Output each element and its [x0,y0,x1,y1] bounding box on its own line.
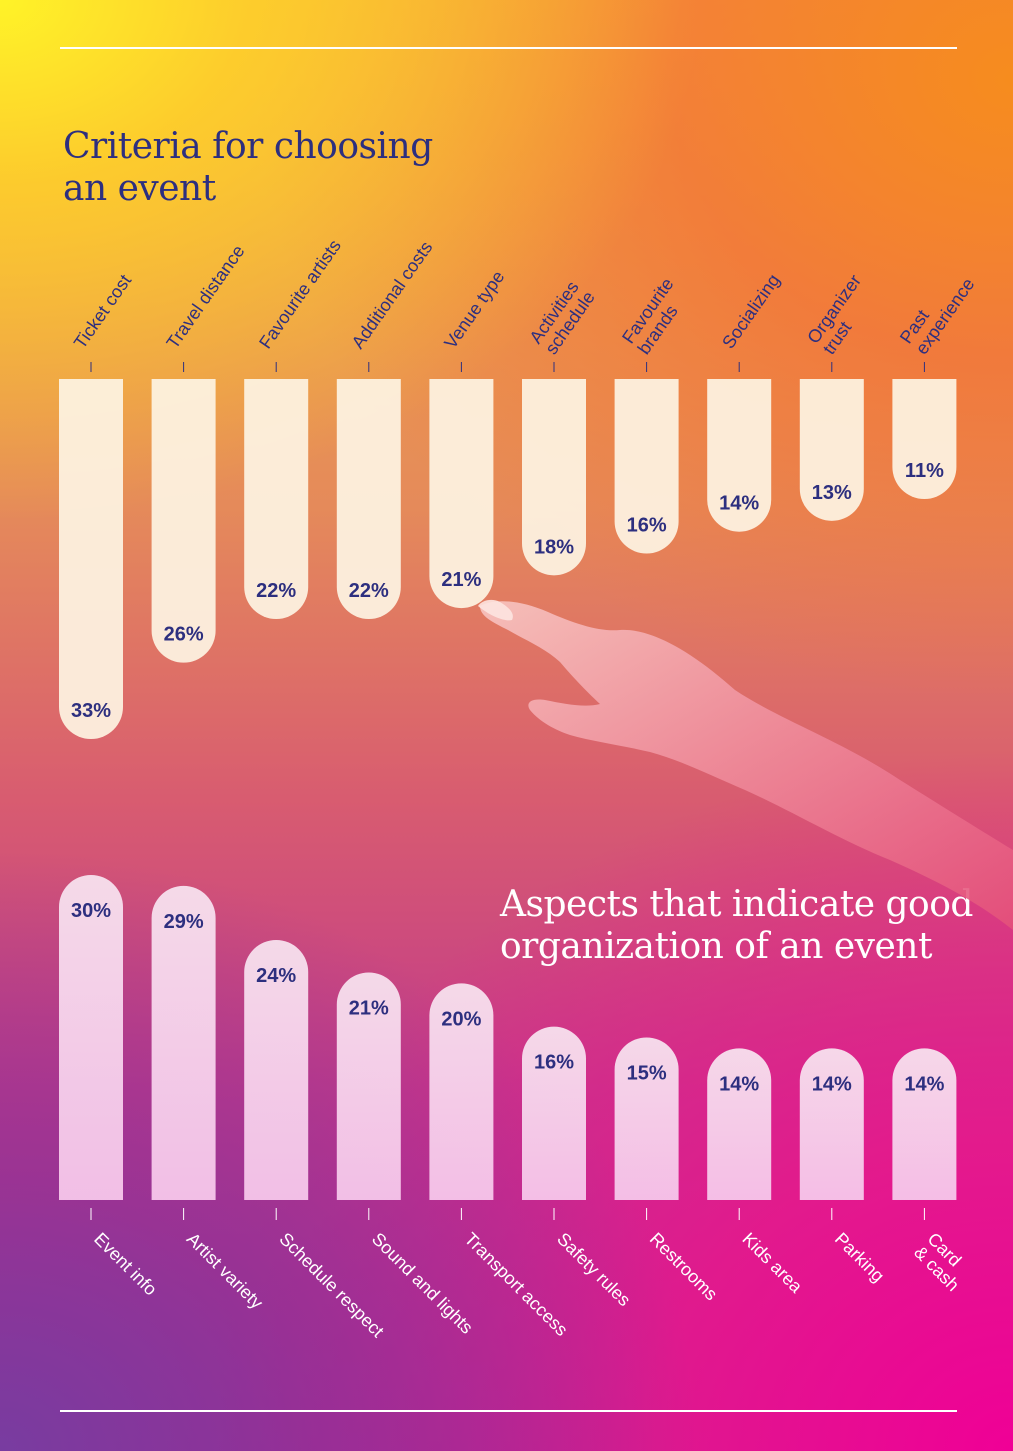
title-line: organization of an event [500,926,932,967]
aspects-bar [707,1048,772,1200]
aspects-bar [336,972,401,1200]
criteria-bar-value: 18% [534,536,574,558]
pointing-hand-illustration [478,599,1013,930]
aspects-bar-value: 14% [904,1073,944,1095]
aspects-bar-value: 21% [349,998,389,1020]
category-label-line: Ticket cost [70,271,135,352]
criteria-bar [614,379,679,554]
criteria-bar [707,379,772,532]
criteria-bar-value: 33% [71,700,111,722]
category-label-line: Socializing [718,270,784,352]
aspects-bar-value: 14% [719,1073,759,1095]
aspects-bar-value: 15% [627,1063,667,1085]
criteria-bar [336,379,401,619]
aspects-bar [244,940,309,1200]
category-label-line: Transport access [461,1229,572,1340]
criteria-bar-value: 11% [905,460,944,482]
criteria-bar-value: 14% [719,493,759,515]
aspects-bar [892,1048,957,1200]
aspects-bar [799,1048,864,1200]
category-label-line: Travel distance [162,241,248,352]
category-label-line: Additional costs [348,238,437,353]
aspects-bar [59,875,123,1200]
aspects-category-label: Artist variety [183,1229,267,1313]
criteria-category-label: Ticket cost [70,271,135,352]
aspects-bar [614,1037,679,1200]
criteria-bar [59,379,123,739]
criteria-bar [151,379,216,663]
aspects-bar [522,1026,586,1200]
criteria-category-label: Additional costs [348,238,437,353]
aspects-bar-value: 24% [256,965,296,987]
criteria-bar-value: 22% [349,580,389,602]
aspects-bar-value: 14% [812,1073,852,1095]
aspects-bar [429,983,494,1200]
criteria-category-label: Socializing [718,270,784,352]
aspects-bar-value: 20% [441,1008,481,1030]
aspects-category-label: Sound and lights [368,1229,477,1338]
top-divider [60,47,957,49]
category-label-line: Restrooms [646,1229,722,1305]
aspects-bar-value: 30% [71,900,111,922]
criteria-bar-value: 26% [164,624,204,646]
criteria-bar [892,379,957,499]
aspects-category-label: Event info [90,1229,161,1300]
criteria-chart: 33% Ticket cost 26% Travel distance 22% Favou… [59,236,978,739]
category-label-line: Artist variety [183,1229,267,1313]
criteria-category-label: Favouritebrands [618,274,693,358]
criteria-category-label: Pastexperience [896,264,978,359]
criteria-category-label: Organizertrust [803,271,880,358]
aspects-category-label: Transport access [461,1229,572,1340]
criteria-bar [429,379,494,609]
aspects-bar [151,885,216,1200]
aspects-category-label: Parking [831,1229,888,1286]
criteria-bar [799,379,864,521]
title-line: Aspects that indicate good [500,884,973,925]
aspects-bar-value: 16% [534,1052,574,1074]
criteria-bar-value: 16% [627,515,667,537]
category-label-line: Safety rules [553,1229,634,1310]
category-label-line: Venue type [440,267,508,352]
criteria-category-label: Favourite artists [255,236,345,352]
chart-title-aspects: Aspects that indicate good organization … [500,884,973,968]
category-label-line: Kids area [738,1229,807,1298]
criteria-bar-value: 21% [441,569,481,591]
bottom-divider [60,1410,957,1412]
category-label-line: Sound and lights [368,1229,477,1338]
category-label-line: Event info [90,1229,161,1300]
criteria-bar [244,379,309,619]
criteria-bar-value: 13% [812,482,852,504]
aspects-category-label: Kids area [738,1229,807,1298]
criteria-bar [522,379,586,576]
criteria-category-label: Activitiesschedule [526,277,599,358]
aspects-category-label: Restrooms [646,1229,722,1305]
criteria-bar-value: 22% [256,580,296,602]
title-line: an event [63,168,216,209]
criteria-category-label: Venue type [440,267,508,352]
aspects-category-label: Card& cash [910,1229,976,1295]
category-label-line: Parking [831,1229,888,1286]
category-label-line: Favourite artists [255,236,345,352]
aspects-bar-value: 29% [164,911,204,933]
aspects-category-label: Safety rules [553,1229,634,1310]
chart-title-criteria: Criteria for choosing an event [63,126,433,210]
title-line: Criteria for choosing [63,126,433,167]
criteria-category-label: Travel distance [162,241,248,352]
